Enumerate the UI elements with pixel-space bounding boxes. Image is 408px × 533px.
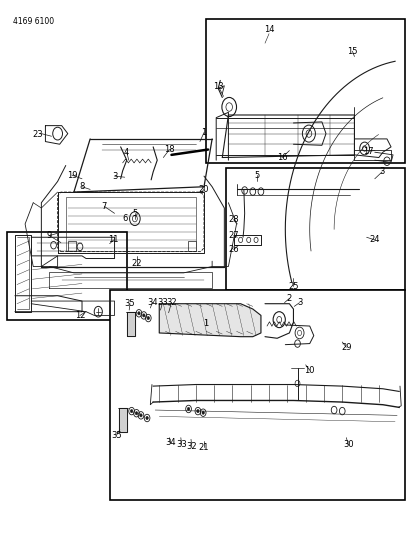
Circle shape bbox=[143, 314, 145, 317]
Text: 34: 34 bbox=[147, 298, 157, 307]
Circle shape bbox=[135, 411, 138, 415]
Text: 4: 4 bbox=[124, 148, 129, 157]
Text: 21: 21 bbox=[199, 443, 209, 452]
Text: 33: 33 bbox=[176, 440, 187, 449]
Bar bbox=[68, 241, 76, 251]
Text: 5: 5 bbox=[132, 209, 137, 218]
Text: 17: 17 bbox=[364, 147, 374, 156]
Text: 16: 16 bbox=[277, 153, 287, 162]
Text: 28: 28 bbox=[228, 215, 239, 224]
Bar bbox=[111, 290, 405, 500]
Text: 33: 33 bbox=[157, 298, 168, 307]
Bar bbox=[226, 168, 405, 290]
Text: 23: 23 bbox=[32, 130, 42, 139]
Text: 19: 19 bbox=[67, 171, 77, 180]
Text: 30: 30 bbox=[343, 440, 354, 449]
Text: 20: 20 bbox=[199, 185, 209, 194]
Circle shape bbox=[138, 312, 140, 315]
Text: 35: 35 bbox=[125, 299, 135, 308]
Text: 7: 7 bbox=[102, 202, 107, 211]
Text: 25: 25 bbox=[288, 281, 299, 290]
Text: 29: 29 bbox=[341, 343, 352, 352]
Text: 4169 6100: 4169 6100 bbox=[13, 17, 54, 26]
Circle shape bbox=[140, 414, 142, 417]
Text: 15: 15 bbox=[347, 47, 358, 55]
Text: 10: 10 bbox=[304, 366, 315, 375]
Circle shape bbox=[197, 409, 199, 413]
Polygon shape bbox=[119, 408, 127, 432]
Text: 3: 3 bbox=[297, 298, 302, 307]
Text: 1: 1 bbox=[204, 319, 208, 328]
Text: 3: 3 bbox=[379, 167, 385, 176]
Text: 18: 18 bbox=[164, 145, 175, 154]
Text: 12: 12 bbox=[75, 311, 85, 320]
Bar bbox=[7, 232, 127, 320]
Text: 3: 3 bbox=[112, 172, 117, 181]
Text: 13: 13 bbox=[213, 82, 224, 91]
Text: 24: 24 bbox=[370, 236, 380, 245]
Text: 22: 22 bbox=[132, 260, 142, 268]
Text: 32: 32 bbox=[186, 442, 197, 451]
Circle shape bbox=[147, 317, 149, 320]
Polygon shape bbox=[159, 304, 261, 337]
Text: 1: 1 bbox=[202, 128, 206, 137]
Polygon shape bbox=[127, 312, 135, 336]
Text: 8: 8 bbox=[79, 182, 85, 191]
Text: 9: 9 bbox=[47, 231, 52, 240]
Text: 34: 34 bbox=[165, 439, 176, 448]
Text: 11: 11 bbox=[109, 236, 119, 245]
Text: 5: 5 bbox=[254, 171, 259, 180]
Text: 27: 27 bbox=[228, 231, 239, 240]
Circle shape bbox=[131, 409, 133, 413]
Text: 35: 35 bbox=[111, 431, 122, 440]
Text: 26: 26 bbox=[228, 245, 239, 254]
Circle shape bbox=[202, 411, 204, 414]
Text: 14: 14 bbox=[264, 26, 274, 35]
Circle shape bbox=[187, 407, 190, 410]
Bar bbox=[206, 19, 405, 163]
Text: 6: 6 bbox=[122, 214, 127, 223]
Circle shape bbox=[146, 416, 148, 419]
Text: 32: 32 bbox=[166, 298, 177, 307]
Bar bbox=[188, 241, 196, 251]
Text: 2: 2 bbox=[287, 294, 292, 303]
